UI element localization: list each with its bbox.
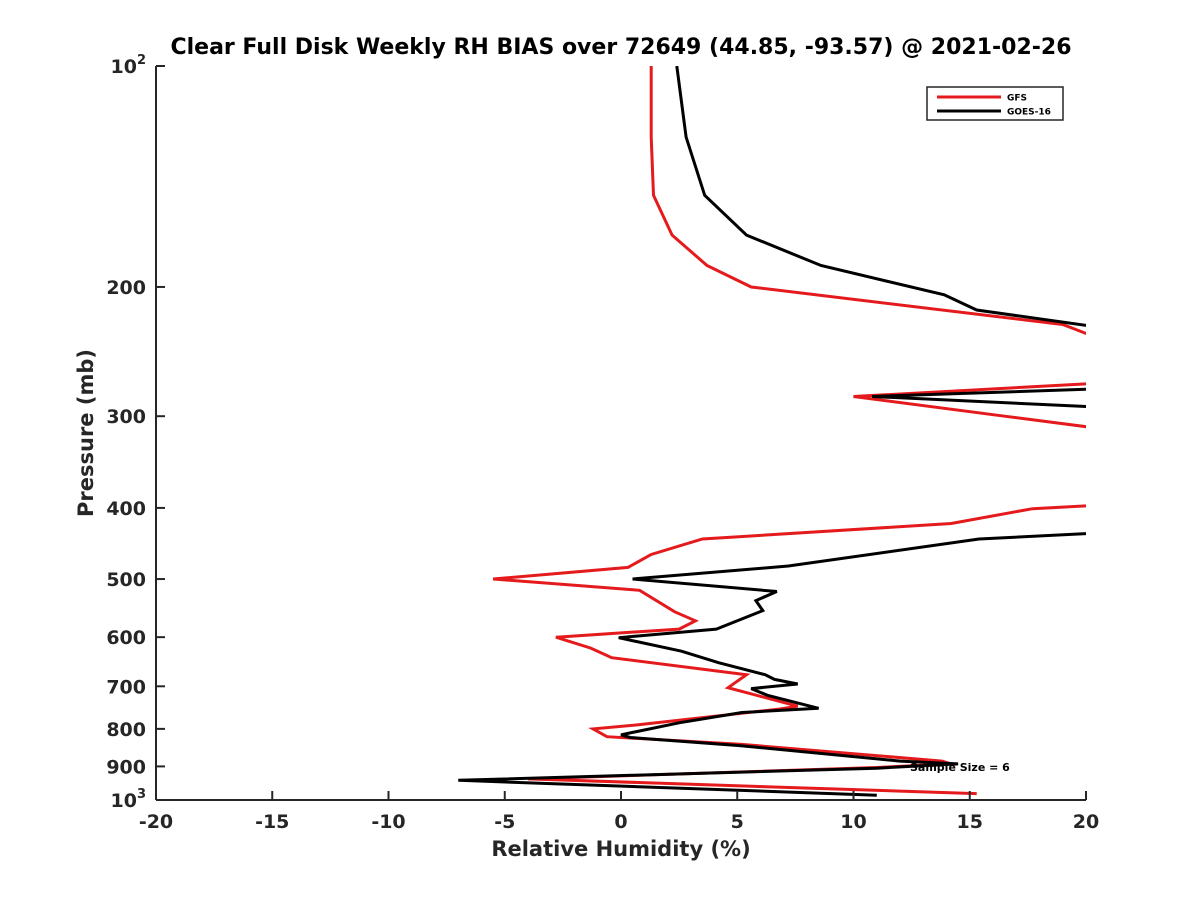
y-axis-label: Pressure (mb) bbox=[74, 349, 98, 517]
y-tick-label: 103 bbox=[111, 787, 147, 812]
y-tick-label: 200 bbox=[106, 277, 146, 299]
chart-title: Clear Full Disk Weekly RH BIAS over 7264… bbox=[170, 35, 1071, 60]
y-tick-label: 800 bbox=[106, 719, 146, 741]
x-tick-label: 15 bbox=[957, 811, 983, 833]
plot-area: -20 -15 -10 -5 0 5 10 15 20 102 200 300 400 500 600 700… bbox=[106, 53, 1099, 833]
x-tick-label: 20 bbox=[1073, 811, 1099, 833]
y-tick-label: 900 bbox=[106, 756, 146, 778]
x-tick-label: 5 bbox=[731, 811, 744, 833]
series-line-goes-16-segment-3 bbox=[458, 532, 1086, 797]
series-line-goes-16-segment-1 bbox=[675, 66, 1086, 327]
y-tick-label: 400 bbox=[106, 498, 146, 520]
legend: GFS GOES-16 bbox=[926, 86, 1064, 121]
x-axis-label: Relative Humidity (%) bbox=[491, 837, 750, 861]
x-tick-label: -5 bbox=[494, 811, 515, 833]
x-tick-label: 0 bbox=[614, 811, 627, 833]
y-tick-label: 102 bbox=[111, 53, 147, 78]
x-tick-label: -15 bbox=[255, 811, 289, 833]
series-line-gfs-segment-2 bbox=[853, 382, 1086, 429]
y-tick-label: 600 bbox=[106, 627, 146, 649]
series-group bbox=[458, 66, 1086, 797]
y-tick-label: 700 bbox=[106, 676, 146, 698]
legend-label-gfs: GFS bbox=[1007, 94, 1027, 104]
legend-box bbox=[926, 86, 1064, 121]
x-tick-label: 10 bbox=[840, 811, 866, 833]
y-tick-label: 500 bbox=[106, 569, 146, 591]
x-tick-label: -20 bbox=[139, 811, 173, 833]
legend-label-goes-16: GOES-16 bbox=[1007, 108, 1051, 118]
series-line-goes-16-segment-2 bbox=[872, 387, 1086, 409]
series-line-gfs-segment-3 bbox=[492, 504, 1086, 796]
axes: -20 -15 -10 -5 0 5 10 15 20 102 200 300 400 500 600 700… bbox=[106, 53, 1099, 833]
y-tick-label: 300 bbox=[106, 406, 146, 428]
sample-size-annotation: Sample Size = 6 bbox=[910, 761, 1010, 774]
x-tick-label: -10 bbox=[371, 811, 405, 833]
series-line-gfs-segment-1 bbox=[649, 66, 1086, 336]
